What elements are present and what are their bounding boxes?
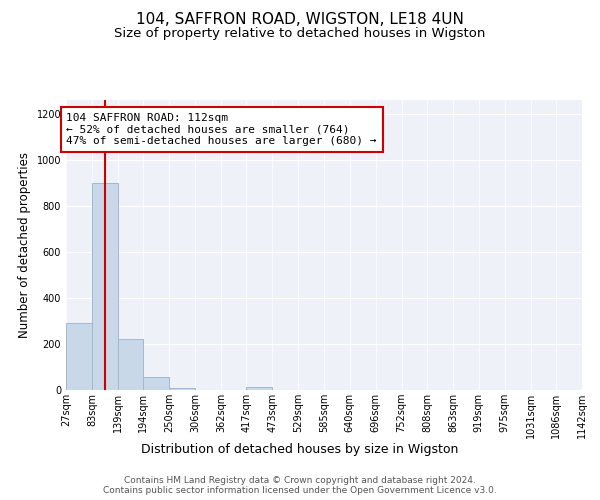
Bar <box>143 378 169 390</box>
Y-axis label: Number of detached properties: Number of detached properties <box>18 152 31 338</box>
Text: Size of property relative to detached houses in Wigston: Size of property relative to detached ho… <box>115 28 485 40</box>
Bar <box>169 388 195 390</box>
Text: Distribution of detached houses by size in Wigston: Distribution of detached houses by size … <box>142 442 458 456</box>
Bar <box>66 324 92 390</box>
Text: Contains HM Land Registry data © Crown copyright and database right 2024.
Contai: Contains HM Land Registry data © Crown c… <box>103 476 497 495</box>
Bar <box>118 340 143 390</box>
Text: 104 SAFFRON ROAD: 112sqm
← 52% of detached houses are smaller (764)
47% of semi-: 104 SAFFRON ROAD: 112sqm ← 52% of detach… <box>67 113 377 146</box>
Bar <box>92 183 118 390</box>
Bar <box>247 386 272 390</box>
Text: 104, SAFFRON ROAD, WIGSTON, LE18 4UN: 104, SAFFRON ROAD, WIGSTON, LE18 4UN <box>136 12 464 28</box>
